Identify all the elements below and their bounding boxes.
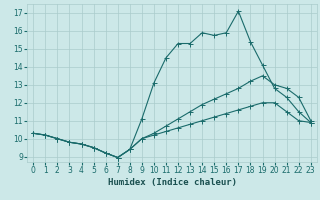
X-axis label: Humidex (Indice chaleur): Humidex (Indice chaleur) — [108, 178, 236, 187]
